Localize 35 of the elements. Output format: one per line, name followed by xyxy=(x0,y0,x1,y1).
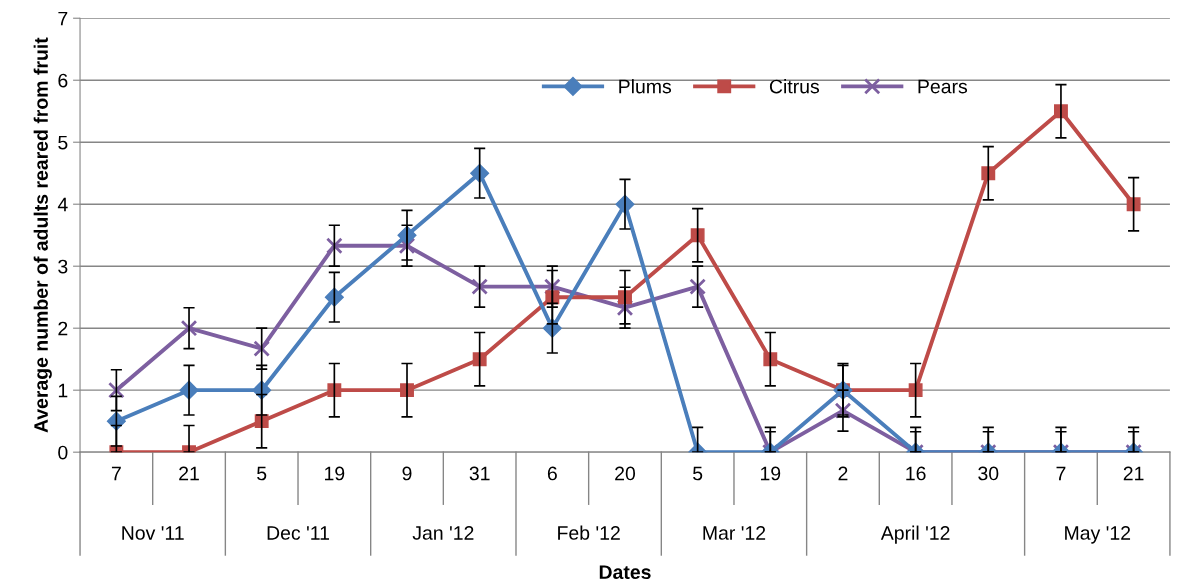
y-tick-label: 0 xyxy=(58,445,68,460)
x-tick-label: 5 xyxy=(693,466,703,481)
x-tick-label: 20 xyxy=(615,466,636,481)
text: Dec '11 xyxy=(267,526,330,540)
x-tick-label: 16 xyxy=(906,466,926,481)
x-tick-label: 5 xyxy=(257,466,267,481)
text: Mar '12 xyxy=(703,526,766,540)
x-tick-label: 6 xyxy=(547,466,557,481)
x-tick-label: 19 xyxy=(325,466,345,481)
text: Nov '11 xyxy=(122,526,184,540)
x-tick-label: 21 xyxy=(179,466,199,481)
y-tick-label: 6 xyxy=(58,73,68,88)
text: Feb '12 xyxy=(558,525,620,540)
x-tick-label: 19 xyxy=(760,466,781,481)
x-tick-label: 2 xyxy=(838,466,848,481)
x-tick-label: 30 xyxy=(978,466,999,481)
y-tick-label: 4 xyxy=(57,197,68,212)
text: Jan '12 xyxy=(412,526,474,540)
x-tick-label: 31 xyxy=(469,466,490,481)
y-tick-label: 3 xyxy=(58,259,68,274)
y-tick-label: 7 xyxy=(58,11,68,26)
text: April '12 xyxy=(880,525,950,544)
y-tick-label: 5 xyxy=(58,135,68,150)
text: May '12 xyxy=(1065,526,1131,544)
x-tick-label: 7 xyxy=(1056,466,1066,481)
x-tick-label: 21 xyxy=(1123,466,1144,481)
x-tick-label: 9 xyxy=(402,466,412,481)
y-axis-title: Average number of adults reared from fruit xyxy=(33,37,52,433)
legend-label: Citrus xyxy=(769,79,820,94)
x-tick-label: 7 xyxy=(111,466,121,481)
x-axis-title: Dates xyxy=(599,565,651,580)
legend-label: Pears xyxy=(918,79,968,94)
y-tick-label: 1 xyxy=(58,383,68,398)
y-tick-label: 2 xyxy=(58,321,68,336)
legend-label: Plums xyxy=(619,79,672,94)
